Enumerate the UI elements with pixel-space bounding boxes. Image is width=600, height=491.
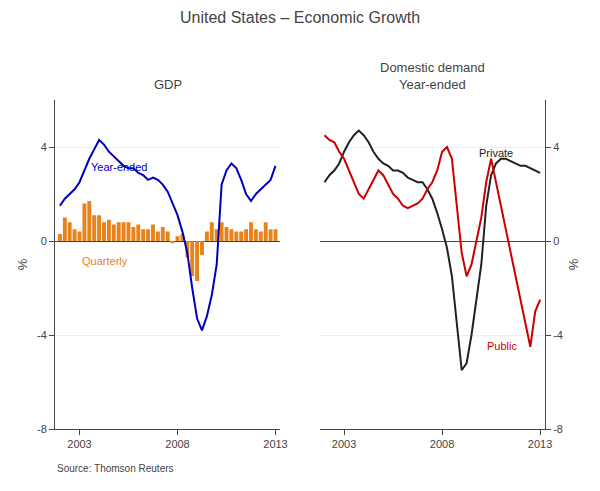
- svg-text:4: 4: [553, 141, 559, 153]
- svg-text:Public: Public: [487, 340, 517, 352]
- svg-text:GDP: GDP: [154, 77, 182, 92]
- svg-text:2008: 2008: [165, 438, 189, 450]
- svg-text:Year-ended: Year-ended: [91, 161, 147, 173]
- svg-text:2013: 2013: [528, 438, 552, 450]
- svg-text:Source: Thomson Reuters: Source: Thomson Reuters: [57, 463, 174, 474]
- svg-text:United States – Economic Growt: United States – Economic Growth: [180, 9, 420, 26]
- svg-text:Domestic demandYear-ended: Domestic demandYear-ended: [380, 60, 485, 92]
- svg-text:-4: -4: [37, 329, 47, 341]
- svg-text:-4: -4: [553, 329, 563, 341]
- svg-text:%: %: [15, 258, 30, 270]
- svg-text:2013: 2013: [263, 438, 287, 450]
- svg-text:2003: 2003: [332, 438, 356, 450]
- svg-text:%: %: [566, 258, 581, 270]
- svg-text:Quarterly: Quarterly: [82, 255, 128, 267]
- svg-text:2003: 2003: [67, 438, 91, 450]
- svg-text:0: 0: [41, 235, 47, 247]
- svg-text:-8: -8: [553, 423, 563, 435]
- svg-text:0: 0: [553, 235, 559, 247]
- svg-text:Private: Private: [479, 147, 513, 159]
- svg-text:4: 4: [41, 141, 47, 153]
- svg-text:-8: -8: [37, 423, 47, 435]
- svg-text:2008: 2008: [430, 438, 454, 450]
